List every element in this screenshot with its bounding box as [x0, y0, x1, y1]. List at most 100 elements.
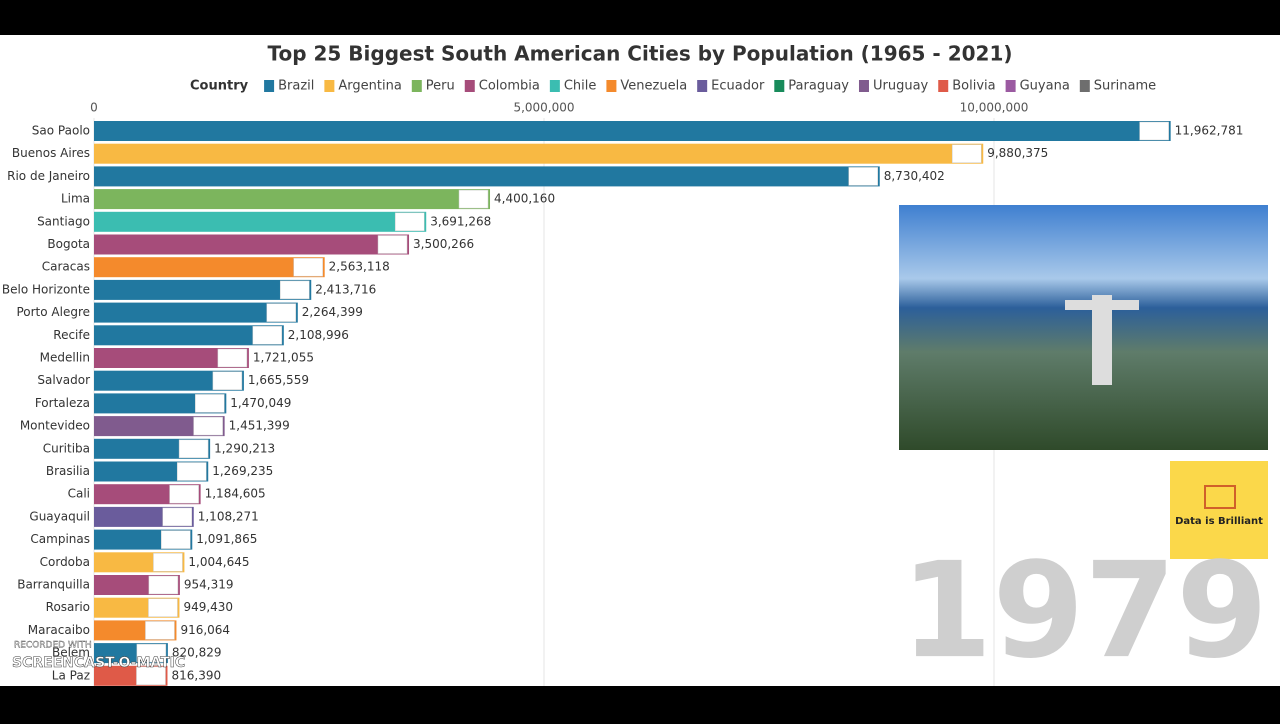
- legend-label: Argentina: [338, 79, 401, 94]
- flag: [394, 212, 425, 232]
- value-label: 1,290,213: [214, 441, 275, 455]
- flag: [195, 394, 225, 413]
- watermark: RECORDED WITH: [14, 641, 92, 651]
- logo-icon: [1204, 485, 1236, 509]
- watermark: SCREENCAST-O-MATIC: [12, 655, 185, 671]
- flag: [217, 348, 248, 368]
- y-tick-label: Rio de Janeiro: [7, 169, 90, 183]
- legend: Country Brazil Argentina Peru Colombia Chile V…: [190, 79, 1156, 94]
- bar: [94, 416, 225, 437]
- bar: [94, 257, 325, 278]
- legend-label: Chile: [564, 79, 597, 94]
- y-tick-label: La Paz: [52, 668, 90, 682]
- legend-swatch: [858, 80, 869, 92]
- legend-swatch: [774, 80, 785, 92]
- flag: [178, 439, 209, 459]
- value-label: 1,184,605: [205, 487, 266, 501]
- flag: [145, 621, 175, 640]
- value-label: 820,829: [172, 646, 222, 660]
- y-tick-label: Campinas: [30, 532, 90, 546]
- value-label: 916,064: [180, 623, 230, 637]
- statue-arms: [1065, 300, 1139, 310]
- value-label: 2,108,996: [288, 328, 349, 342]
- flag: [293, 257, 323, 277]
- legend-swatch: [464, 80, 475, 92]
- y-tick-label: Bogota: [47, 237, 90, 251]
- flag: [153, 553, 183, 572]
- y-tick-label: Maracaibo: [28, 623, 90, 637]
- city-photo: [899, 205, 1268, 450]
- y-tick-label: Recife: [53, 328, 90, 342]
- statue: [1092, 295, 1112, 385]
- value-label: 2,264,399: [302, 305, 363, 319]
- top-band: [0, 0, 1280, 35]
- legend-label: Bolivia: [952, 79, 995, 94]
- flag: [279, 280, 310, 300]
- flag: [176, 462, 207, 481]
- y-tick-label: Medellin: [40, 351, 90, 365]
- flag: [136, 666, 166, 686]
- legend-label: Guyana: [1020, 79, 1070, 94]
- y-tick-label: Porto Alegre: [16, 305, 90, 319]
- y-tick-label: Sao Paolo: [32, 124, 90, 138]
- bar: [94, 370, 244, 391]
- value-label: 1,665,559: [248, 373, 309, 387]
- legend-label: Ecuador: [711, 79, 765, 94]
- value-label: 1,269,235: [212, 464, 273, 478]
- flag: [252, 326, 283, 345]
- value-label: 3,691,268: [430, 214, 491, 228]
- flag: [193, 416, 223, 436]
- value-label: 2,413,716: [315, 282, 376, 296]
- legend-swatch: [938, 80, 949, 92]
- bar: [94, 211, 427, 232]
- value-label: 2,563,118: [329, 260, 390, 274]
- bar: [94, 325, 284, 346]
- bar: [94, 121, 1171, 141]
- legend-swatch: [324, 80, 335, 92]
- y-tick-label: Guayaquil: [29, 509, 90, 523]
- y-tick-label: Belem: [52, 646, 90, 660]
- logo-text: Data is Brilliant: [1175, 516, 1263, 527]
- value-label: 1,004,645: [188, 555, 249, 569]
- legend-label: Uruguay: [873, 79, 929, 94]
- value-label: 954,319: [184, 578, 234, 592]
- y-tick-label: Brasilia: [46, 464, 90, 478]
- legend-label: Suriname: [1094, 79, 1156, 94]
- flag: [136, 643, 167, 663]
- y-tick-label: Buenos Aires: [12, 146, 90, 160]
- value-label: 1,108,271: [198, 509, 259, 523]
- y-tick-label: Salvador: [37, 373, 90, 387]
- value-label: 1,451,399: [229, 419, 290, 433]
- bar: [94, 302, 298, 323]
- x-tick-label: 10,000,000: [960, 101, 1029, 115]
- y-tick-label: Cordoba: [40, 555, 90, 569]
- bar: [94, 166, 880, 187]
- legend-label: Brazil: [278, 79, 314, 94]
- value-label: 1,091,865: [196, 532, 257, 546]
- x-tick-label: 0: [90, 101, 98, 115]
- legend-label: Peru: [426, 79, 455, 94]
- flag: [848, 167, 878, 186]
- y-tick-label: Cali: [68, 487, 90, 501]
- y-tick-label: Fortaleza: [35, 396, 90, 410]
- y-tick-label: Curitiba: [43, 441, 90, 455]
- value-label: 4,400,160: [494, 192, 555, 206]
- value-label: 1,470,049: [230, 396, 291, 410]
- x-tick-label: 5,000,000: [513, 101, 574, 115]
- logo: [1170, 461, 1268, 559]
- value-label: 8,730,402: [884, 169, 945, 183]
- bar: [94, 393, 227, 414]
- legend-label: Paraguay: [788, 79, 849, 94]
- legend-swatch: [1079, 80, 1090, 92]
- legend-title: Country: [190, 79, 249, 94]
- y-tick-label: Barranquilla: [17, 578, 90, 592]
- flag: [212, 371, 243, 390]
- legend-swatch: [411, 80, 422, 92]
- flag: [266, 303, 297, 322]
- bar: [94, 143, 984, 164]
- legend-swatch: [1005, 80, 1016, 92]
- legend-label: Venezuela: [620, 79, 687, 94]
- legend-swatch: [697, 80, 708, 92]
- value-label: 949,430: [183, 600, 233, 614]
